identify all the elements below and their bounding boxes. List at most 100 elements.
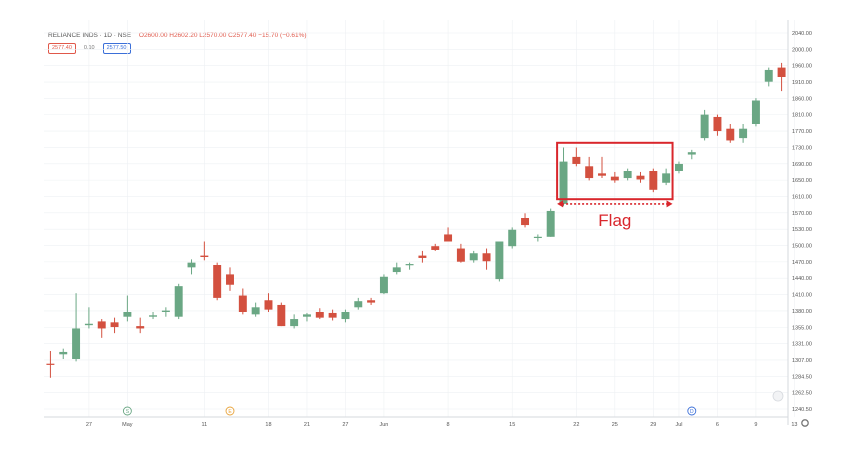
candle-body xyxy=(46,363,55,365)
candle-body xyxy=(726,128,735,141)
candle-body xyxy=(328,312,337,318)
candle-body xyxy=(238,295,247,312)
ohlc-readout: O2600.00 H2602.20 L2570.00 C2577.40 −15.… xyxy=(138,32,307,39)
candle-body xyxy=(149,315,158,317)
x-tick-label: 18 xyxy=(265,422,271,428)
candle-body xyxy=(585,166,594,179)
candle-body xyxy=(533,236,542,238)
candle-body xyxy=(610,176,619,181)
y-tick-label: 1380.00 xyxy=(792,309,812,315)
spread-badge: 0.10 xyxy=(83,45,95,51)
x-tick-label: 27 xyxy=(86,422,92,428)
candle-body xyxy=(598,173,606,176)
candle-body xyxy=(59,351,68,355)
candle-body xyxy=(392,267,401,273)
candle-body xyxy=(687,152,696,155)
gear-icon xyxy=(801,419,809,427)
candle-body xyxy=(623,171,632,179)
candle-body xyxy=(226,274,234,285)
y-tick-label: 1910.00 xyxy=(792,80,812,86)
y-tick-label: 1331.00 xyxy=(792,342,812,348)
candle-body xyxy=(367,300,376,303)
x-tick-label: 9 xyxy=(754,422,757,428)
candle-body xyxy=(110,322,119,328)
scroll-to-icon xyxy=(772,390,784,402)
flag-label: Flag xyxy=(598,211,631,230)
candle-body xyxy=(495,241,504,280)
y-tick-label: 1440.00 xyxy=(792,276,812,282)
candle-body xyxy=(418,255,427,258)
candle-body xyxy=(213,265,222,298)
y-tick-label: 1284.50 xyxy=(792,374,812,380)
x-tick-label: Jun xyxy=(379,422,388,428)
symbol-label: RELIANCE INDS · 1D · NSE xyxy=(48,32,132,39)
chart-header: RELIANCE INDS · 1D · NSE O2600.00 H2602.… xyxy=(48,32,307,39)
x-tick-label: Jul xyxy=(675,422,682,428)
sell-price-badge[interactable]: 2577.40 xyxy=(48,43,76,54)
candle-body xyxy=(764,69,773,82)
candles xyxy=(46,62,786,378)
y-tick-label: 2000.00 xyxy=(792,47,812,53)
candle-body xyxy=(251,307,260,315)
buy-price-badge[interactable]: 2577.50 xyxy=(102,43,131,54)
candle-body xyxy=(662,173,671,183)
candle-body xyxy=(482,253,491,262)
x-axis: 27 May 11 18 21 27 Jun 8 15 22 25 29 Jul 6 9 13 S E D xyxy=(44,406,797,428)
x-tick-label: 27 xyxy=(342,422,348,428)
flag-rectangle xyxy=(556,141,674,201)
candle-body xyxy=(84,323,93,326)
x-tick-label: 29 xyxy=(650,422,656,428)
y-tick-label: 1410.00 xyxy=(792,293,812,299)
candle-body xyxy=(161,310,170,312)
price-badges: 2577.40 0.10 2577.50 xyxy=(48,43,131,54)
candle-body xyxy=(136,326,145,329)
event-marker-label: S xyxy=(126,409,130,415)
y-tick-label: 1860.00 xyxy=(792,96,812,102)
flag-arrow-left xyxy=(557,200,564,208)
candle-body xyxy=(405,264,414,266)
x-tick-label: 25 xyxy=(612,422,618,428)
y-tick-label: 1355.00 xyxy=(792,325,812,331)
event-marker-label: D xyxy=(690,409,694,415)
candle-body xyxy=(290,319,299,327)
flag-arrow-right xyxy=(666,200,673,208)
candle-body xyxy=(123,312,132,317)
event-marker xyxy=(225,406,235,416)
candle-body xyxy=(521,218,530,226)
candle-body xyxy=(72,328,81,359)
candle-body xyxy=(444,234,453,242)
candle-body xyxy=(456,248,465,262)
candle-body xyxy=(649,171,658,190)
x-tick-label: 6 xyxy=(716,422,719,428)
y-tick-label: 1530.00 xyxy=(792,227,812,233)
y-tick-label: 1500.00 xyxy=(792,244,812,250)
x-tick-label: 13 xyxy=(791,422,797,428)
event-marker xyxy=(687,406,697,416)
candle-body xyxy=(341,312,350,320)
candle-body xyxy=(777,67,786,77)
event-marker xyxy=(122,406,132,416)
x-tick-label: May xyxy=(122,422,133,428)
candle-body xyxy=(508,229,517,247)
x-tick-label: 21 xyxy=(304,422,310,428)
settings-icon[interactable] xyxy=(772,390,809,427)
x-tick-label: 11 xyxy=(201,422,207,428)
y-tick-label: 1810.00 xyxy=(792,113,812,119)
candle-body xyxy=(751,100,760,124)
candle-body xyxy=(187,262,196,268)
candle-body xyxy=(674,163,683,171)
candle-body xyxy=(264,300,273,310)
y-tick-label: 1730.00 xyxy=(792,145,812,151)
x-tick-label: 15 xyxy=(509,422,515,428)
y-tick-label: 1262.50 xyxy=(792,391,812,397)
y-tick-label: 1690.00 xyxy=(792,162,812,168)
y-tick-label: 1307.00 xyxy=(792,358,812,364)
y-axis: 2040.00 2000.00 1960.00 1910.00 1860.00 1810.… xyxy=(787,20,812,425)
candle-body xyxy=(713,116,722,132)
y-tick-label: 1610.00 xyxy=(792,194,812,200)
candle-body xyxy=(315,312,324,318)
event-marker-label: E xyxy=(228,409,232,415)
candle-body xyxy=(739,128,748,139)
candle-body xyxy=(354,301,363,308)
